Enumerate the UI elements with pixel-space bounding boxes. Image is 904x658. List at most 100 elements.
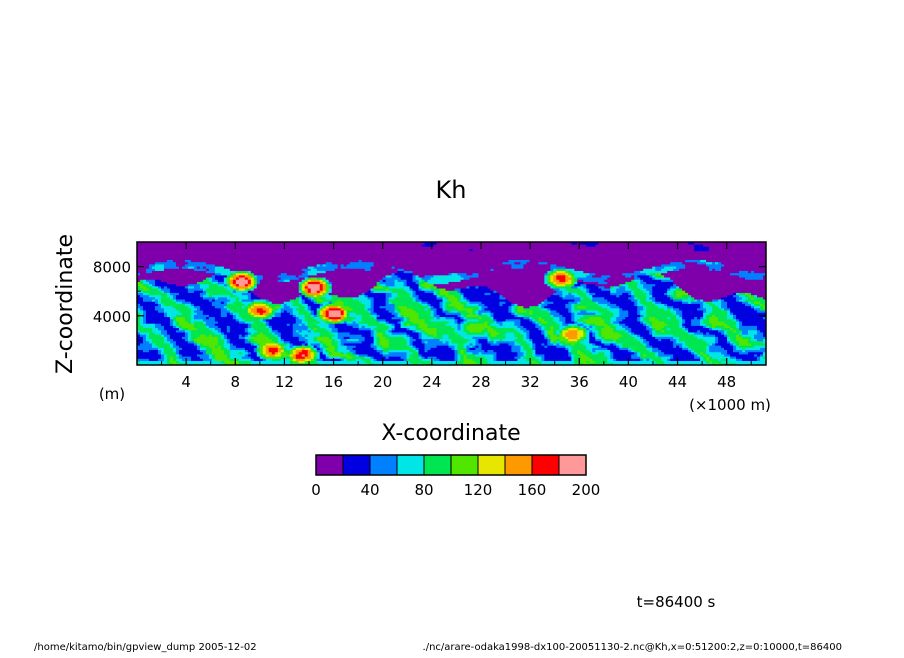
heatmap-cell	[703, 318, 707, 322]
heatmap-cell	[388, 343, 392, 346]
heatmap-cell	[757, 354, 761, 357]
heatmap-cell	[610, 343, 614, 346]
heatmap-cell	[397, 332, 401, 335]
heatmap-cell	[388, 349, 392, 353]
heatmap-cell	[199, 354, 204, 357]
heatmap-cell	[613, 338, 617, 342]
heatmap-cell	[676, 351, 680, 355]
heatmap-cell	[586, 332, 590, 335]
heatmap-cell	[613, 332, 617, 335]
heatmap-cell	[304, 318, 309, 322]
heatmap-cell	[763, 336, 766, 340]
heatmap-cell	[247, 354, 252, 357]
heatmap-cell	[625, 349, 629, 353]
heatmap-cell	[715, 336, 719, 340]
heatmap-cell	[748, 329, 752, 333]
heatmap-cell	[193, 321, 198, 324]
heatmap-cell	[679, 362, 683, 365]
heatmap-cell	[298, 334, 303, 337]
heatmap-cell	[277, 358, 282, 362]
heatmap-cell	[586, 338, 590, 342]
heatmap-cell	[352, 351, 357, 355]
heatmap-cell	[469, 347, 473, 351]
heatmap-cell	[211, 327, 216, 331]
heatmap-cell	[292, 360, 297, 364]
heatmap-cell	[754, 323, 758, 326]
heatmap-cell	[358, 343, 363, 346]
heatmap-cell	[529, 340, 533, 344]
heatmap-cell	[604, 318, 608, 322]
heatmap-cell	[514, 316, 518, 320]
heatmap-cell	[427, 354, 431, 357]
heatmap-cell	[385, 329, 389, 333]
heatmap-cell	[199, 323, 204, 326]
heatmap-cell	[421, 351, 425, 355]
heatmap-cell	[532, 338, 536, 342]
heatmap-cell	[137, 356, 141, 359]
heatmap-cell	[325, 334, 330, 337]
heatmap-cell	[448, 334, 452, 337]
heatmap-cell	[358, 321, 363, 324]
heatmap-cell	[196, 347, 201, 351]
heatmap-cell	[322, 325, 327, 329]
heatmap-cell	[166, 343, 171, 346]
heatmap-cell	[409, 329, 413, 333]
heatmap-cell	[757, 358, 761, 362]
heatmap-cell	[700, 345, 704, 348]
heatmap-cell	[220, 345, 225, 348]
heatmap-cell	[727, 343, 731, 346]
heatmap-cell	[137, 323, 141, 326]
heatmap-cell	[490, 321, 494, 324]
heatmap-cell	[424, 349, 428, 353]
heatmap-cell	[634, 351, 638, 355]
heatmap-cell	[673, 325, 677, 329]
heatmap-cell	[718, 358, 722, 362]
heatmap-cell	[178, 316, 183, 320]
heatmap-cell	[214, 325, 219, 329]
heatmap-cell	[403, 325, 407, 329]
heatmap-cell	[400, 349, 404, 353]
heatmap-cell	[145, 340, 150, 344]
heatmap-cell	[262, 345, 267, 348]
heatmap-cell	[352, 329, 357, 333]
heatmap-cell	[550, 343, 554, 346]
heatmap-cell	[763, 354, 766, 357]
heatmap-cell	[679, 360, 683, 364]
heatmap-cell	[403, 362, 407, 365]
heatmap-cell	[610, 327, 614, 331]
heatmap-cell	[742, 354, 746, 357]
heatmap-cell	[718, 327, 722, 331]
heatmap-cell	[328, 332, 333, 335]
heatmap-cell	[217, 362, 222, 365]
heatmap-cell	[349, 351, 354, 355]
heatmap-cell	[442, 316, 446, 320]
heatmap-cell	[748, 338, 752, 342]
heatmap-cell	[322, 358, 327, 362]
heatmap-cell	[646, 362, 650, 365]
heatmap-cell	[577, 318, 581, 322]
heatmap-cell	[685, 356, 689, 359]
heatmap-cell	[277, 334, 282, 337]
heatmap-cell	[640, 362, 644, 365]
heatmap-cell	[199, 316, 204, 320]
heatmap-cell	[481, 329, 485, 333]
heatmap-cell	[451, 318, 455, 322]
heatmap-cell	[547, 325, 551, 329]
heatmap-cell	[313, 362, 318, 365]
heatmap-cell	[331, 323, 336, 326]
heatmap-cell	[436, 356, 440, 359]
heatmap-cell	[367, 356, 372, 359]
heatmap-cell	[256, 345, 261, 348]
heatmap-cell	[586, 340, 590, 344]
heatmap-cell	[508, 351, 512, 355]
heatmap-cell	[205, 321, 210, 324]
heatmap-cell	[379, 360, 384, 364]
heatmap-cell	[262, 338, 267, 342]
heatmap-cell	[472, 351, 476, 355]
heatmap-cell	[325, 327, 330, 331]
heatmap-cell	[343, 318, 348, 322]
heatmap-cell	[568, 318, 572, 322]
heatmap-cell	[640, 334, 644, 337]
heatmap-cell	[667, 336, 671, 340]
heatmap-cell	[448, 349, 452, 353]
